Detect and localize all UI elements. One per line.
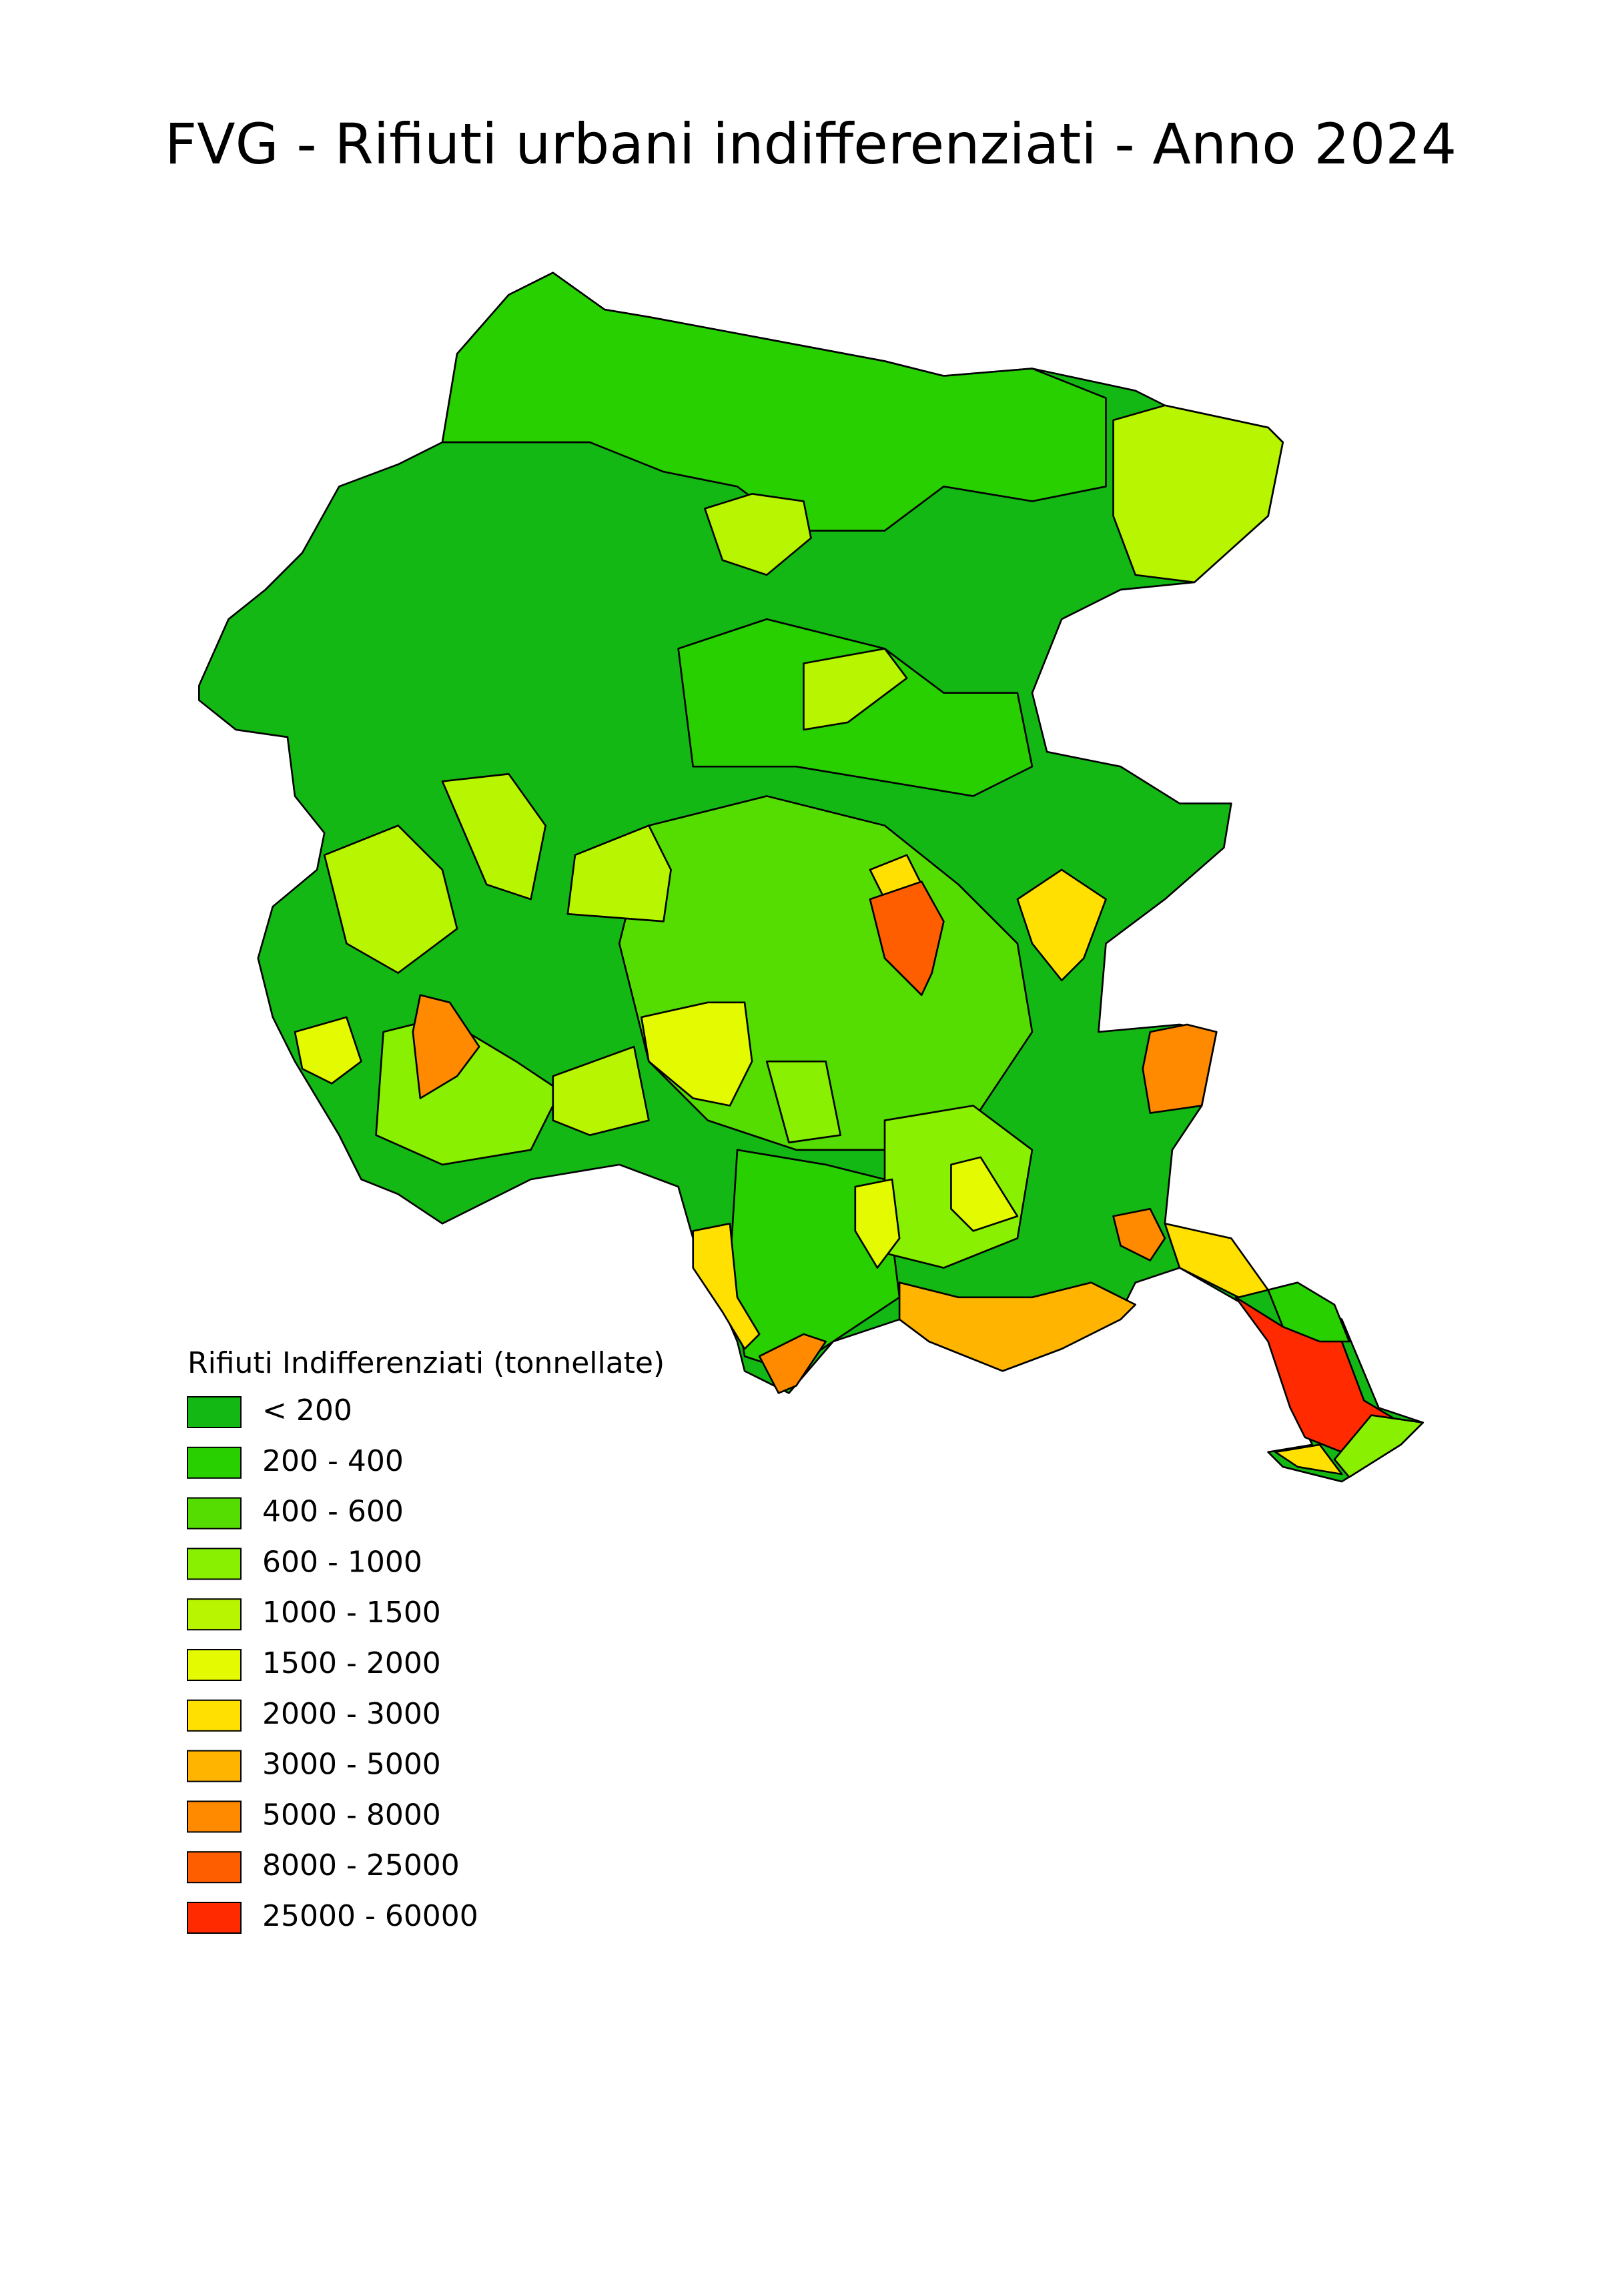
municipality — [294, 1016, 362, 1085]
municipality — [1016, 869, 1107, 981]
legend-swatch — [187, 1548, 242, 1580]
municipality — [692, 1222, 761, 1350]
municipality — [441, 772, 547, 901]
legend-swatch — [187, 1750, 242, 1782]
legend-label: 3000 - 5000 — [262, 1748, 441, 1782]
municipality — [552, 1045, 650, 1137]
municipality — [898, 1281, 1137, 1372]
legend-swatch — [187, 1497, 242, 1530]
municipality — [1112, 404, 1284, 584]
legend-label: 400 - 600 — [262, 1495, 404, 1529]
municipality — [1142, 1023, 1218, 1114]
municipality — [641, 1001, 753, 1107]
municipality — [1112, 1207, 1166, 1261]
municipality — [803, 648, 908, 731]
legend-swatch — [187, 1902, 242, 1934]
legend-swatch — [187, 1446, 242, 1479]
municipality — [765, 1060, 842, 1144]
legend-label: 1500 - 2000 — [262, 1646, 441, 1680]
municipality — [758, 1333, 827, 1394]
municipality — [412, 994, 480, 1099]
legend-swatch — [187, 1851, 242, 1884]
legend-swatch — [187, 1800, 242, 1833]
legend: < 200 200 - 400 400 - 600 600 - 1000 1000 - … — [187, 1393, 478, 1934]
legend-label: 8000 - 25000 — [262, 1848, 460, 1882]
legend-label: < 200 — [262, 1393, 352, 1427]
legend-swatch — [187, 1699, 242, 1732]
municipality — [1164, 1222, 1269, 1299]
legend-label: 2000 - 3000 — [262, 1697, 441, 1731]
municipality — [950, 1156, 1019, 1232]
municipality — [704, 493, 812, 576]
municipality — [1274, 1444, 1343, 1476]
legend-swatch — [187, 1598, 242, 1631]
map-title: FVG - Rifiuti urbani indifferenziati - A… — [165, 111, 1457, 177]
legend-swatch — [187, 1396, 242, 1428]
legend-title: Rifiuti Indifferenziati (tonnellate) — [187, 1346, 665, 1380]
municipality — [566, 824, 672, 923]
legend-label: 200 - 400 — [262, 1444, 404, 1478]
municipality — [869, 881, 945, 997]
municipality — [323, 824, 458, 974]
municipality — [1333, 1414, 1424, 1478]
legend-label: 600 - 1000 — [262, 1545, 422, 1579]
map — [198, 271, 1424, 1483]
legend-label: 1000 - 1500 — [262, 1596, 441, 1630]
municipality — [854, 1178, 901, 1269]
legend-label: 5000 - 8000 — [262, 1798, 441, 1832]
legend-swatch — [187, 1649, 242, 1681]
municipality — [1267, 1281, 1350, 1343]
legend-label: 25000 - 60000 — [262, 1899, 478, 1933]
municipality — [441, 271, 1107, 532]
